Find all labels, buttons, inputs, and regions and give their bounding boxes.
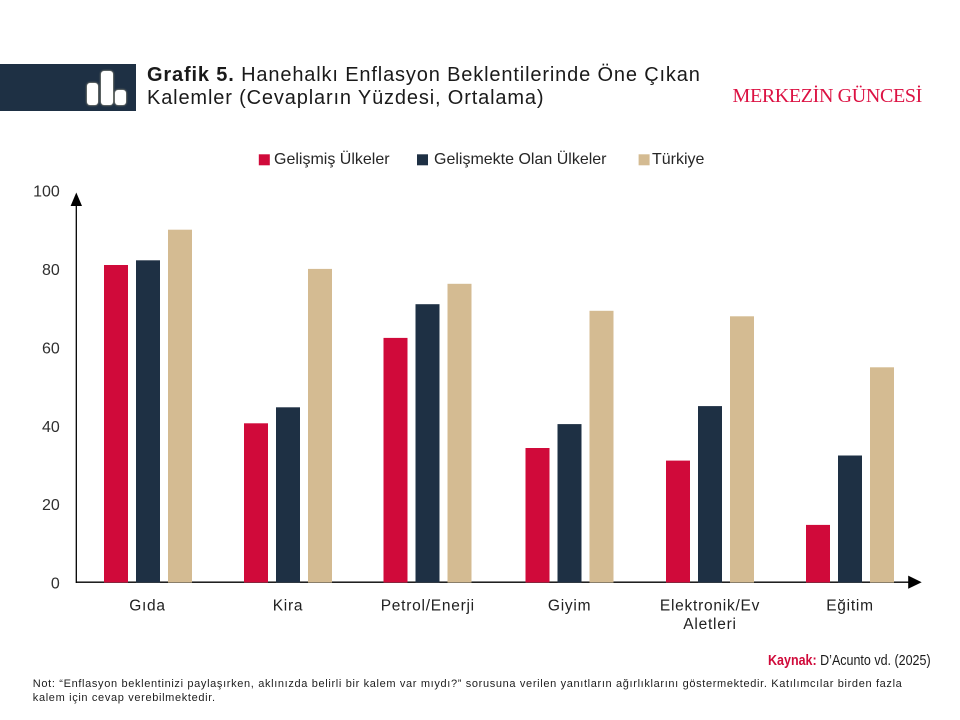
svg-text:Aletleri: Aletleri xyxy=(683,616,736,633)
svg-text:Gelişmiş Ülkeler: Gelişmiş Ülkeler xyxy=(274,150,390,168)
svg-text:Gelişmekte Olan Ülkeler: Gelişmekte Olan Ülkeler xyxy=(434,150,607,168)
svg-text:Elektronik/Ev: Elektronik/Ev xyxy=(660,598,760,615)
svg-text:100: 100 xyxy=(33,184,60,201)
svg-text:Eğitim: Eğitim xyxy=(826,598,874,615)
svg-text:40: 40 xyxy=(42,419,60,436)
svg-text:Gıda: Gıda xyxy=(129,598,166,615)
svg-text:60: 60 xyxy=(42,340,60,357)
svg-text:Türkiye: Türkiye xyxy=(652,151,705,168)
svg-text:80: 80 xyxy=(42,262,60,279)
svg-text:Giyim: Giyim xyxy=(548,598,591,615)
svg-text:Kira: Kira xyxy=(273,598,304,615)
svg-text:20: 20 xyxy=(42,497,60,514)
svg-text:Petrol/Enerji: Petrol/Enerji xyxy=(381,598,475,615)
svg-text:0: 0 xyxy=(51,576,60,593)
